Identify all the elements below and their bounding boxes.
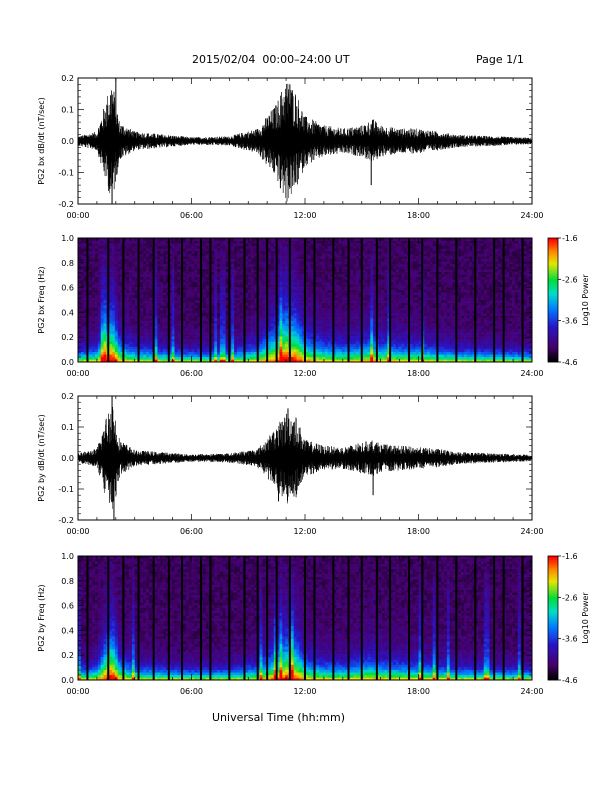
x-tick-label: 06:00 bbox=[180, 687, 203, 696]
y-axis-label: PG2 by dB/dt (nT/sec) bbox=[37, 414, 46, 501]
x-tick-label: 06:00 bbox=[180, 527, 203, 536]
x-tick-label: 00:00 bbox=[66, 527, 89, 536]
y-tick-label: 1.0 bbox=[61, 552, 74, 561]
x-tick-label: 18:00 bbox=[407, 527, 430, 536]
x-tick-label: 24:00 bbox=[520, 527, 543, 536]
x-tick-label: 12:00 bbox=[293, 687, 316, 696]
colorbar-label: Log10 Power bbox=[581, 274, 590, 326]
colorbar-tick-label: -1.6 bbox=[562, 552, 578, 561]
x-tick-label: 18:00 bbox=[407, 687, 430, 696]
page-title: 2015/02/04 00:00–24:00 UT bbox=[192, 53, 350, 66]
y-tick-label: 1.0 bbox=[61, 234, 74, 243]
y-tick-label: 0.2 bbox=[61, 392, 74, 401]
colorbar-label: Log10 Power bbox=[581, 592, 590, 644]
y-tick-label: 0.2 bbox=[61, 333, 74, 342]
waveform-line bbox=[78, 407, 532, 509]
colorbar-tick-label: -3.6 bbox=[562, 317, 578, 326]
colorbar-frame bbox=[547, 237, 559, 363]
x-tick-label: 24:00 bbox=[520, 211, 543, 220]
colorbar-frame bbox=[547, 555, 559, 681]
y-tick-label: 0.0 bbox=[61, 454, 74, 463]
colorbar-tick-label: -2.6 bbox=[562, 593, 578, 602]
y-tick-label: -0.2 bbox=[58, 200, 74, 209]
spectrogram bbox=[78, 556, 533, 681]
x-tick-label: 18:00 bbox=[407, 211, 430, 220]
panel-4: -1.6 -2.6 -3.6 -4.6 Log10 Power 00:00 06:00 12:… bbox=[37, 552, 590, 696]
x-tick-label: 24:00 bbox=[520, 687, 543, 696]
y-tick-label: -0.1 bbox=[58, 485, 74, 494]
y-tick-label: -0.2 bbox=[58, 516, 74, 525]
page-number: Page 1/1 bbox=[476, 53, 524, 66]
y-tick-label: 0.8 bbox=[61, 259, 74, 268]
x-tick-label: 06:00 bbox=[180, 369, 203, 378]
x-tick-label: 12:00 bbox=[293, 211, 316, 220]
x-tick-label: 06:00 bbox=[180, 211, 203, 220]
x-tick-label: 00:00 bbox=[66, 687, 89, 696]
y-tick-label: 0.1 bbox=[61, 423, 74, 432]
colorbar-tick-label: -4.6 bbox=[562, 358, 578, 367]
y-tick-label: 0.1 bbox=[61, 106, 74, 115]
colorbar-tick-label: -2.6 bbox=[562, 275, 578, 284]
x-tick-label: 12:00 bbox=[293, 369, 316, 378]
colorbar-tick-label: -1.6 bbox=[562, 234, 578, 243]
y-tick-label: 0.4 bbox=[61, 308, 74, 317]
y-axis-label: PG2 bx dB/dt (nT/sec) bbox=[37, 97, 46, 184]
y-tick-label: 0.4 bbox=[61, 626, 74, 635]
y-tick-label: 0.2 bbox=[61, 74, 74, 83]
y-tick-label: 0.0 bbox=[61, 137, 74, 146]
x-axis-label: Universal Time (hh:mm) bbox=[212, 711, 345, 724]
y-tick-label: 0.0 bbox=[61, 676, 74, 685]
colorbar-tick-label: -4.6 bbox=[562, 676, 578, 685]
y-tick-label: -0.1 bbox=[58, 169, 74, 178]
y-axis-label: PG2 bx Freq (Hz) bbox=[37, 266, 46, 333]
x-tick-label: 18:00 bbox=[407, 369, 430, 378]
panel-2: -1.6 -2.6 -3.6 -4.6 Log10 Power 00:00 06:00 12:… bbox=[37, 234, 590, 378]
y-tick-label: 0.2 bbox=[61, 651, 74, 660]
colorbar: -1.6 -2.6 -3.6 -4.6 Log10 Power bbox=[547, 234, 590, 367]
x-tick-label: 00:00 bbox=[66, 369, 89, 378]
y-tick-label: 0.0 bbox=[61, 358, 74, 367]
x-tick-label: 24:00 bbox=[520, 369, 543, 378]
y-tick-label: 0.8 bbox=[61, 577, 74, 586]
waveform-line bbox=[78, 83, 532, 202]
panel-1: 00:00 06:00 12:00 18:00 24:00 -0.2 -0.1 0.0 0.1 0… bbox=[37, 74, 544, 220]
colorbar-tick-label: -3.6 bbox=[562, 635, 578, 644]
x-tick-label: 12:00 bbox=[293, 527, 316, 536]
x-tick-label: 00:00 bbox=[66, 211, 89, 220]
panel-3: 00:00 06:00 12:00 18:00 24:00 -0.2 -0.1 0.0 0.1 0… bbox=[37, 392, 544, 536]
colorbar: -1.6 -2.6 -3.6 -4.6 Log10 Power bbox=[547, 552, 590, 685]
y-axis-label: PG2 by Freq (Hz) bbox=[37, 584, 46, 651]
y-tick-label: 0.6 bbox=[61, 602, 74, 611]
y-tick-label: 0.6 bbox=[61, 284, 74, 293]
